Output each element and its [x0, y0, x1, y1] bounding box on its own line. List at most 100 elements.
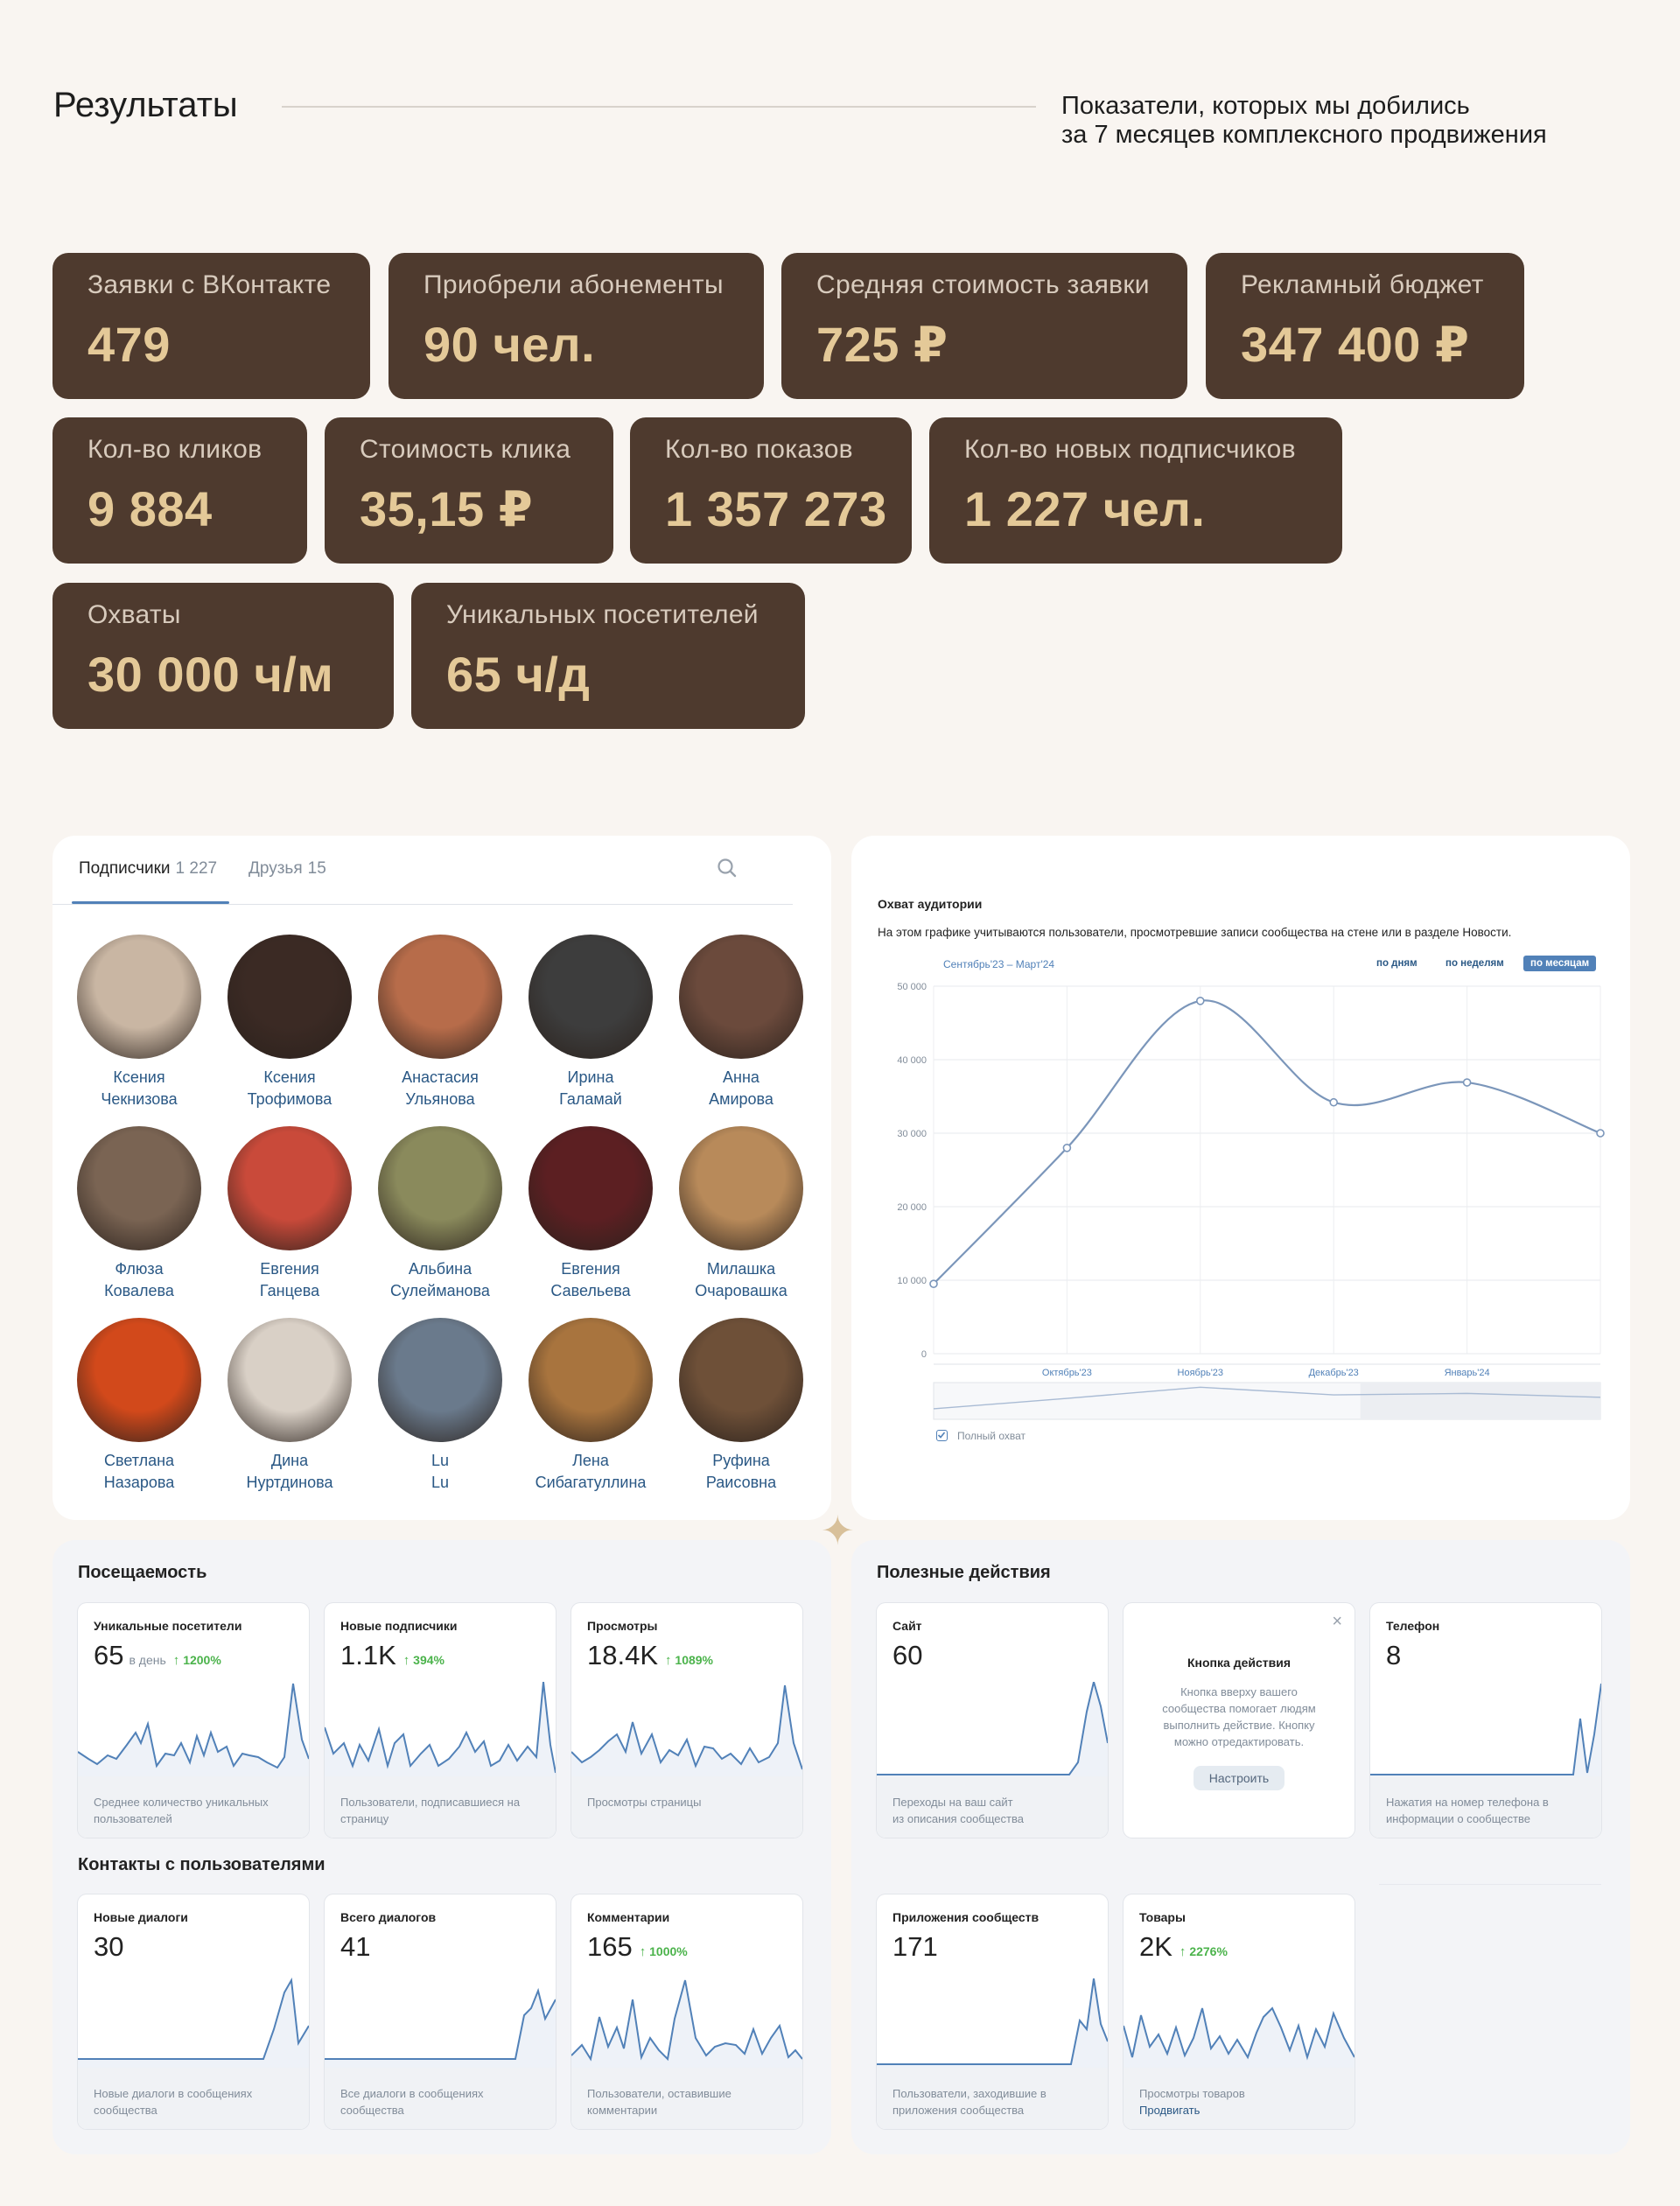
subscriber-item[interactable]: Ксения Чекнизова — [64, 935, 214, 1110]
sparkline-chart — [571, 1979, 802, 2068]
search-icon[interactable] — [716, 857, 738, 884]
subscriber-item[interactable]: Анастасия Ульянова — [365, 935, 515, 1110]
subscriber-name[interactable]: Милашка Очаровашка — [666, 1258, 816, 1302]
subscriber-item[interactable]: Руфина Раисовна — [666, 1318, 816, 1494]
subscriber-name[interactable]: Евгения Ганцева — [214, 1258, 365, 1302]
subtitle-line-1: Показатели, которых мы добились — [1061, 92, 1470, 120]
last-name: Сулейманова — [390, 1282, 490, 1299]
stat-card-new-subscribers[interactable]: Новые подписчики 1.1K ↑ 394% Пользователи… — [325, 1603, 556, 1838]
metric-label: Заявки с ВКонтакте — [88, 270, 332, 299]
stat-card-community-apps[interactable]: Приложения сообществ 171 Пользователи, з… — [877, 1894, 1108, 2129]
last-name: Трофимова — [247, 1090, 332, 1108]
last-name: Ульянова — [405, 1090, 475, 1108]
stat-card-new-dialogs[interactable]: Новые диалоги 30 Новые диалоги в сообщен… — [78, 1894, 309, 2129]
avatar[interactable] — [528, 935, 653, 1059]
subscriber-item[interactable]: Ирина Галамай — [515, 935, 666, 1110]
subscriber-item[interactable]: Флюза Ковалева — [64, 1126, 214, 1302]
last-name: Галамай — [559, 1090, 622, 1108]
avatar[interactable] — [378, 1126, 502, 1250]
avatar[interactable] — [77, 1318, 201, 1442]
first-name: Lu — [430, 1452, 450, 1469]
first-name: Ксения — [263, 1068, 316, 1086]
sparkline-chart — [1124, 2006, 1354, 2068]
subscriber-name[interactable]: Флюза Ковалева — [64, 1258, 214, 1302]
avatar[interactable] — [378, 935, 502, 1059]
avatar[interactable] — [528, 1126, 653, 1250]
metric-card-reach: Охваты 30 000 ч/м — [52, 583, 394, 729]
subscriber-item[interactable]: Альбина Сулейманова — [365, 1126, 515, 1302]
subscriber-item[interactable]: Lu Lu — [365, 1318, 515, 1494]
subscriber-name[interactable]: Лена Сибагатуллина — [515, 1450, 666, 1494]
stat-card-phone[interactable]: Телефон 8 Нажатия на номер телефона в ин… — [1370, 1603, 1601, 1838]
avatar[interactable] — [378, 1318, 502, 1442]
subscriber-name[interactable]: Светлана Назарова — [64, 1450, 214, 1494]
sparkline-chart — [325, 1987, 556, 2068]
avatar[interactable] — [77, 1126, 201, 1250]
subscriber-item[interactable]: Дина Нуртдинова — [214, 1318, 365, 1494]
subscriber-item[interactable]: Лена Сибагатуллина — [515, 1318, 666, 1494]
avatar[interactable] — [77, 935, 201, 1059]
trend-value: 1200% — [183, 1653, 221, 1667]
tab-subscribers[interactable]: Подписчики 1 227 — [79, 859, 217, 879]
first-name: Альбина — [408, 1260, 472, 1278]
first-name: Милашка — [706, 1260, 776, 1278]
stat-card-unique-visitors[interactable]: Уникальные посетители 65 в день ↑ 1200% Ср… — [78, 1603, 309, 1838]
avatar[interactable] — [228, 1318, 352, 1442]
stat-card-goods[interactable]: Товары 2K ↑ 2276% Просмотры товаров Продви… — [1124, 1894, 1354, 2129]
promote-link[interactable]: Продвигать — [1139, 2104, 1200, 2117]
avatar[interactable] — [228, 935, 352, 1059]
metric-label: Стоимость клика — [360, 435, 571, 464]
subscriber-name[interactable]: Ирина Галамай — [515, 1067, 666, 1110]
stat-title: Уникальные посетители — [94, 1619, 242, 1633]
period-weeks-button[interactable]: по неделям — [1446, 958, 1504, 969]
subscriber-item[interactable]: Светлана Назарова — [64, 1318, 214, 1494]
stat-value: 1.1K — [340, 1640, 396, 1670]
subscriber-name[interactable]: Анастасия Ульянова — [365, 1067, 515, 1110]
chart-date-range[interactable]: Сентябрь'23 – Март'24 — [943, 958, 1055, 970]
metric-value: 1 227 чел. — [964, 481, 1206, 536]
subscriber-name[interactable]: Ксения Чекнизова — [64, 1067, 214, 1110]
subscriber-name[interactable]: Ксения Трофимова — [214, 1067, 365, 1110]
legend-checkbox[interactable] — [936, 1430, 948, 1441]
stat-card-views[interactable]: Просмотры 18.4K ↑ 1089% Просмотры страниц… — [571, 1603, 802, 1838]
stat-card-site[interactable]: Сайт 60 Переходы на ваш сайт из описания … — [877, 1603, 1108, 1838]
subscriber-name[interactable]: Руфина Раисовна — [666, 1450, 816, 1494]
avatar[interactable] — [679, 1126, 803, 1250]
stat-value: 41 — [340, 1931, 371, 1962]
subscriber-name[interactable]: Lu Lu — [365, 1450, 515, 1494]
avatar[interactable] — [228, 1126, 352, 1250]
tab-subscribers-count: 1 227 — [175, 859, 218, 878]
stat-card-comments[interactable]: Комментарии 165 ↑ 1000% Пользователи, ост… — [571, 1894, 802, 2129]
navigator-selection — [1360, 1383, 1600, 1419]
avatar[interactable] — [679, 935, 803, 1059]
subscriber-item[interactable]: Милашка Очаровашка — [666, 1126, 816, 1302]
stat-value: 171 — [892, 1931, 938, 1962]
subscriber-item[interactable]: Евгения Савельева — [515, 1126, 666, 1302]
avatar[interactable] — [679, 1318, 803, 1442]
stat-value-row: 18.4K ↑ 1089% — [587, 1640, 713, 1671]
page-subtitle: Показатели, которых мы добились за 7 мес… — [1061, 92, 1547, 150]
period-months-button[interactable]: по месяцам — [1523, 956, 1597, 971]
period-days-button[interactable]: по дням — [1376, 958, 1418, 969]
configure-button[interactable]: Настроить — [1193, 1766, 1285, 1790]
metric-value: 725 ₽ — [816, 317, 948, 372]
subscriber-item[interactable]: Анна Амирова — [666, 935, 816, 1110]
arrow-up-icon: ↑ — [172, 1653, 180, 1668]
avatar[interactable] — [528, 1318, 653, 1442]
metric-card-ad-budget: Рекламный бюджет 347 400 ₽ — [1206, 253, 1524, 399]
sparkline-chart — [78, 1683, 309, 1776]
useful-actions-title: Полезные действия — [877, 1563, 1051, 1582]
subscriber-item[interactable]: Ксения Трофимова — [214, 935, 365, 1110]
sparkline-line — [1370, 1683, 1601, 1775]
stat-title: Приложения сообществ — [892, 1910, 1040, 1924]
stat-title: Новые подписчики — [340, 1619, 458, 1633]
stat-card-all-dialogs[interactable]: Всего диалогов 41 Все диалоги в сообщени… — [325, 1894, 556, 2129]
subscriber-name[interactable]: Евгения Савельева — [515, 1258, 666, 1302]
subscriber-name[interactable]: Альбина Сулейманова — [365, 1258, 515, 1302]
subscriber-name[interactable]: Анна Амирова — [666, 1067, 816, 1110]
subscriber-name[interactable]: Дина Нуртдинова — [214, 1450, 365, 1494]
close-icon[interactable]: × — [1332, 1612, 1342, 1631]
subscriber-item[interactable]: Евгения Ганцева — [214, 1126, 365, 1302]
sparkline-fill — [571, 1685, 802, 1776]
tab-friends[interactable]: Друзья 15 — [248, 859, 326, 879]
